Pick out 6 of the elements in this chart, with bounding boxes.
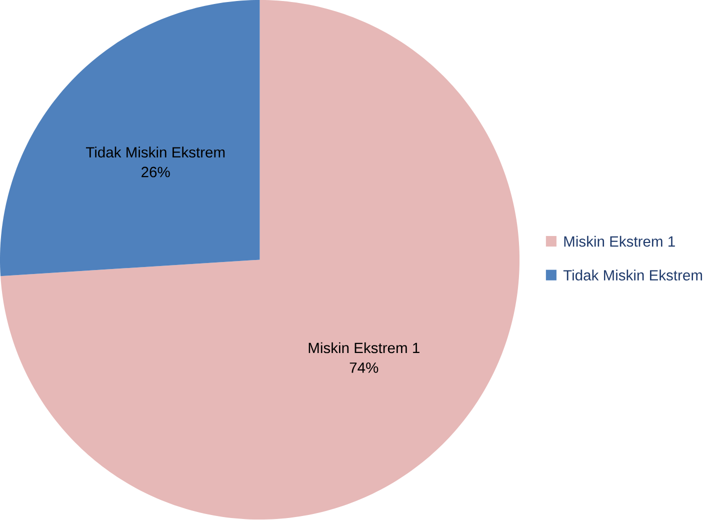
legend-label: Tidak Miskin Ekstrem	[563, 270, 702, 281]
legend-label: Miskin Ekstrem 1	[564, 236, 675, 247]
data-label: 26%	[142, 167, 170, 178]
slice-label: Miskin Ekstrem 1	[308, 342, 420, 354]
data-label: 74%	[350, 362, 378, 374]
slice-label: Tidak Miskin Ekstrem	[86, 146, 225, 158]
